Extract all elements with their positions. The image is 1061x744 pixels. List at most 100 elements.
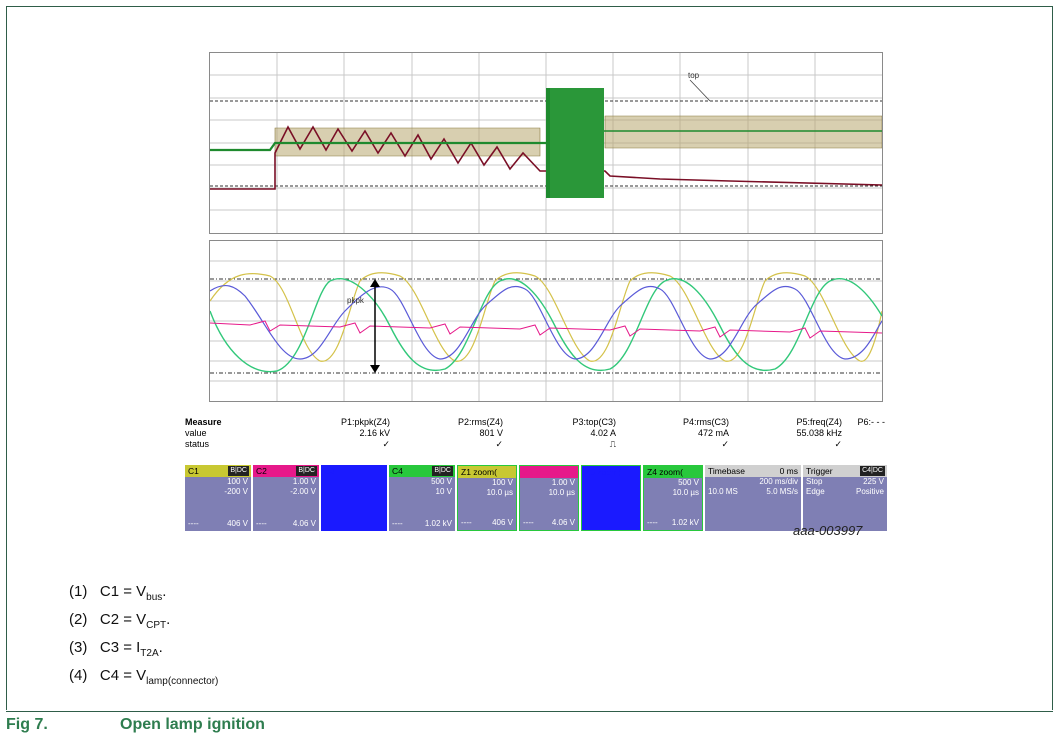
- tile-z4-head: Z4 zoom(: [644, 466, 702, 478]
- tile-z1-time: 10.0 µs: [486, 488, 513, 497]
- tile-z4-scale: 500 V: [678, 478, 699, 487]
- measure-col-3-status: ⎍: [609, 439, 616, 449]
- tile-timebase-head: Timebase 0 ms: [705, 465, 801, 477]
- trigger-level: 225 V: [863, 477, 884, 486]
- note-4-sub: lamp(connector): [146, 676, 219, 687]
- tile-z1[interactable]: Z1 zoom( 100 V 10.0 µs ---- 406 V: [457, 465, 517, 531]
- trigger-mode-row: Stop 225 V: [803, 477, 887, 487]
- note-1: (1) C1 = Vbus.: [69, 582, 218, 610]
- note-2-sub: CPT: [146, 620, 167, 631]
- pkpk-arrow-head-down: [370, 365, 380, 373]
- measure-col-1-name: P1:pkpk(Z4): [340, 417, 390, 427]
- timebase-offset: 0 ms: [779, 466, 798, 476]
- tile-z1-head: Z1 zoom(: [458, 466, 516, 478]
- tile-c4-name: C4: [392, 466, 403, 476]
- trigger-label: Trigger: [806, 466, 833, 476]
- figure-caption: Fig 7. Open lamp ignition: [6, 711, 1053, 741]
- measure-col-2-status: ✓: [495, 439, 503, 449]
- measure-col-5-name: P5:freq(Z4): [796, 417, 842, 427]
- measure-col-1-value: 2.16 kV: [359, 428, 390, 438]
- note-2-lhs: C2 = V: [99, 611, 147, 628]
- tile-timebase[interactable]: Timebase 0 ms 200 ms/div 10.0 MS 5.0 MS/…: [705, 465, 801, 531]
- tile-c4[interactable]: C4 B|DC 500 V 10 V ---- 1.02 kV: [389, 465, 455, 531]
- measure-col-5-value: 55.038 kHz: [796, 428, 842, 438]
- tile-c1[interactable]: C1 B|DC 100 V -200 V ---- 406 V: [185, 465, 251, 531]
- tile-z3[interactable]: Z3 zoom(: [581, 465, 641, 531]
- tile-c1-head: C1 B|DC: [185, 465, 251, 477]
- note-3: (3) C3 = IT2A.: [69, 638, 218, 666]
- trigger-badge: C4|DC: [860, 466, 885, 476]
- measure-col-1-status: ✓: [382, 439, 390, 449]
- tile-z2[interactable]: Z2 zoom( 1.00 V 10.0 µs ---- 4.06 V: [519, 465, 579, 531]
- tile-trigger-head: Trigger C4|DC: [803, 465, 887, 477]
- notes-list: (1) C1 = Vbus. (2) C2 = VCPT. (3) C3 = I…: [69, 582, 218, 694]
- tile-z2-time: 10.0 µs: [548, 488, 575, 497]
- z3-trace: [209, 284, 883, 360]
- tile-z2-foot-value: 4.06 V: [551, 518, 575, 527]
- note-2-num: (2): [69, 611, 88, 628]
- tile-c1-foot-value: 406 V: [227, 519, 248, 528]
- measure-row-status-label: status: [185, 439, 210, 449]
- tile-c2-badge: B|DC: [296, 466, 317, 476]
- c4-trace: [210, 88, 882, 198]
- oscilloscope-screenshot: top C1 C2: [185, 47, 897, 537]
- note-1-sub: bus: [146, 592, 163, 603]
- timebase-samples: 10.0 MS: [708, 487, 738, 496]
- z1-trace: [209, 272, 883, 362]
- tile-z2-name: Z2 zoom(: [523, 467, 559, 477]
- tile-c4-foot: ---- 1.02 kV: [392, 519, 452, 528]
- tile-c4-scale: 500 V: [431, 477, 452, 486]
- tile-c1-offset: -200 V: [224, 487, 248, 496]
- trigger-type-row: Edge Positive: [803, 487, 887, 497]
- top-marker-leader: [689, 79, 711, 102]
- tile-c1-name: C1: [188, 466, 199, 476]
- tile-z4-foot: ---- 1.02 kV: [647, 518, 699, 527]
- top-waveform-plot: top C1 C2: [196, 53, 883, 233]
- tile-z4[interactable]: Z4 zoom( 500 V 10.0 µs ---- 1.02 kV: [643, 465, 703, 531]
- tile-c4-offset: 10 V: [435, 487, 452, 496]
- pkpk-marker-label: pkpk: [347, 296, 365, 305]
- figure-frame: top C1 C2: [6, 6, 1053, 710]
- tile-c4-foot-value: 1.02 kV: [424, 519, 452, 528]
- note-3-end: .: [158, 639, 163, 656]
- trigger-type: Edge: [806, 487, 825, 496]
- measure-col-4-name: P4:rms(C3): [682, 417, 729, 427]
- tile-z2-scale: 1.00 V: [551, 478, 575, 487]
- note-1-end: .: [162, 583, 167, 600]
- tile-z4-foot-value: 1.02 kV: [671, 518, 699, 527]
- tile-trigger[interactable]: Trigger C4|DC Stop 225 V Edge Positive: [803, 465, 887, 531]
- tile-c2-offset: -2.00 V: [290, 487, 316, 496]
- measure-col-4-value: 472 mA: [697, 428, 729, 438]
- measure-col-5-status: ✓: [834, 439, 842, 449]
- tile-z4-time: 10.0 µs: [672, 488, 699, 497]
- tile-c2[interactable]: C2 B|DC 1.00 V -2.00 V ---- 4.06 V: [253, 465, 319, 531]
- note-2: (2) C2 = VCPT.: [69, 610, 218, 638]
- note-4-num: (4): [69, 667, 88, 684]
- note-4: (4) C4 = Vlamp(connector): [69, 666, 218, 694]
- channel-tiles: C1 B|DC 100 V -200 V ---- 406 V C2 B|DC 1…: [185, 465, 897, 531]
- note-1-lhs: C1 = V: [99, 583, 147, 600]
- note-4-lhs: C4 = V: [99, 667, 147, 684]
- tile-c2-scale: 1.00 V: [292, 477, 316, 486]
- scope-bottom-panel: pkpk Z1 Z2: [196, 240, 883, 402]
- tile-c4-badge: B|DC: [432, 466, 453, 476]
- figure-number: Fig 7.: [6, 716, 48, 733]
- note-2-end: .: [166, 611, 171, 628]
- figure-title: Open lamp ignition: [120, 716, 265, 733]
- tile-c3[interactable]: C3: [321, 465, 387, 531]
- note-1-num: (1): [69, 583, 88, 600]
- tile-c2-name: C2: [256, 466, 267, 476]
- scope-top-panel: top C1 C2: [196, 52, 883, 234]
- bottom-waveform-plot: pkpk Z1 Z2: [196, 241, 883, 401]
- tile-c4-head: C4 B|DC: [389, 465, 455, 477]
- measure-col-2-name: P2:rms(Z4): [458, 417, 503, 427]
- note-3-sub: T2A: [140, 648, 159, 659]
- timebase-label: Timebase: [708, 466, 746, 476]
- tile-z2-head: Z2 zoom(: [520, 466, 578, 478]
- tile-z3-head: Z3 zoom(: [582, 466, 640, 478]
- tile-z2-foot: ---- 4.06 V: [523, 518, 575, 527]
- tile-z1-foot-value: 406 V: [492, 518, 513, 527]
- note-3-num: (3): [69, 639, 88, 656]
- figure-code: aaa-003997: [793, 523, 863, 538]
- tile-z1-scale: 100 V: [492, 478, 513, 487]
